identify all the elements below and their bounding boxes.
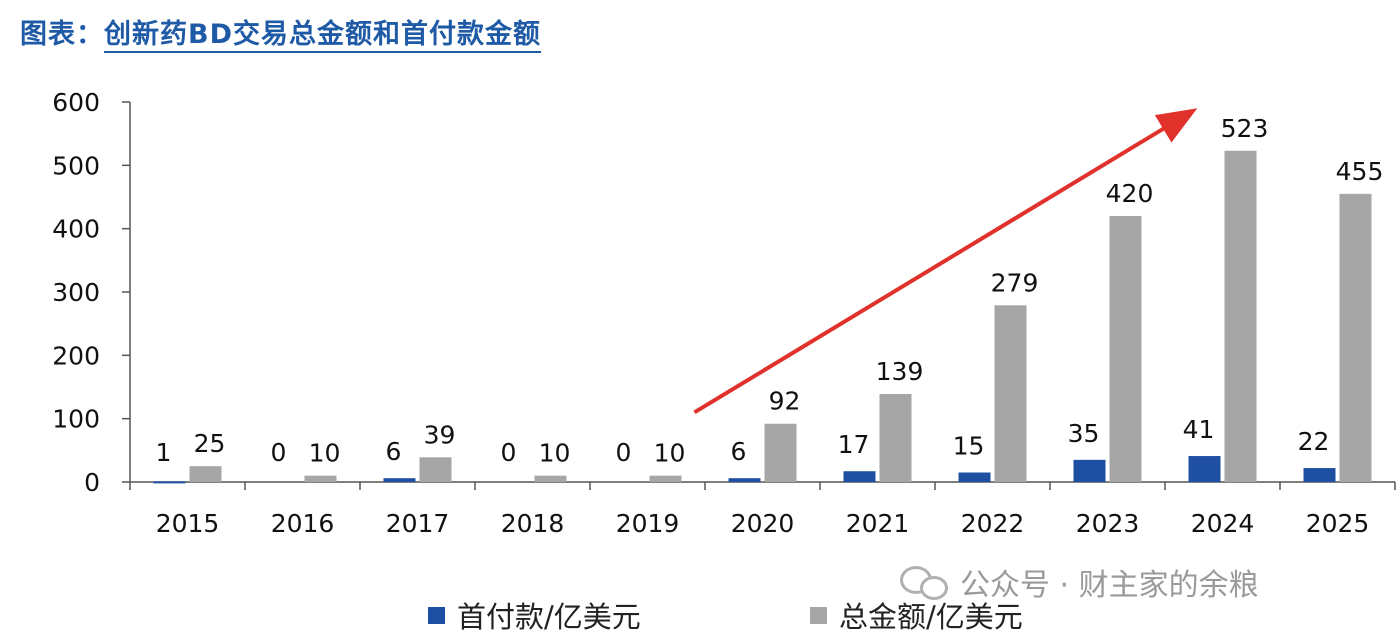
data-label-total: 10 xyxy=(654,439,686,468)
data-label-total: 92 xyxy=(769,387,801,416)
bar-total xyxy=(189,466,222,482)
data-label-total: 10 xyxy=(539,439,571,468)
legend-item-total: 总金额/亿美元 xyxy=(810,594,1023,636)
x-tick-label: 2017 xyxy=(386,509,450,538)
bar-upfront xyxy=(728,478,761,482)
data-label-upfront: 1 xyxy=(156,438,172,467)
y-tick-label: 400 xyxy=(52,215,100,244)
x-tick-label: 2015 xyxy=(156,509,220,538)
bar-total xyxy=(1339,193,1372,483)
data-label-total: 455 xyxy=(1336,157,1384,186)
bar-total xyxy=(649,475,682,482)
data-label-upfront: 0 xyxy=(501,438,517,467)
data-label-upfront: 35 xyxy=(1068,419,1100,448)
x-tick-label: 2024 xyxy=(1191,509,1255,538)
y-tick-label: 500 xyxy=(52,151,100,180)
data-label-upfront: 0 xyxy=(271,438,287,467)
data-label-total: 523 xyxy=(1221,114,1269,143)
y-tick-label: 300 xyxy=(52,278,100,307)
data-label-upfront: 41 xyxy=(1183,415,1215,444)
bar-upfront xyxy=(958,472,991,482)
bar-total xyxy=(1109,216,1142,482)
data-label-total: 10 xyxy=(309,439,341,468)
legend-item-upfront: 首付款/亿美元 xyxy=(428,594,641,636)
legend-swatch-upfront xyxy=(428,606,445,624)
bar-upfront xyxy=(153,481,186,484)
title-prefix: 图表： xyxy=(20,19,104,50)
x-tick-label: 2016 xyxy=(271,509,335,538)
data-label-upfront: 15 xyxy=(953,432,985,461)
legend-swatch-total xyxy=(810,606,827,624)
legend-label-total: 总金额/亿美元 xyxy=(839,600,1023,634)
bar-total xyxy=(879,393,912,482)
x-tick-label: 2025 xyxy=(1306,509,1370,538)
watermark: 公众号 · 财主家的余粮 xyxy=(900,560,1259,604)
data-label-total: 139 xyxy=(876,357,924,386)
bar-upfront xyxy=(1303,468,1336,482)
data-label-upfront: 17 xyxy=(838,430,870,459)
watermark-text: 公众号 · 财主家的余粮 xyxy=(960,568,1259,603)
x-tick-label: 2022 xyxy=(961,509,1025,538)
data-label-total: 420 xyxy=(1106,179,1154,208)
x-tick-label: 2021 xyxy=(846,509,910,538)
title-text: 创新药BD交易总金额和首付款金额 xyxy=(104,19,541,53)
y-tick-label: 0 xyxy=(84,468,100,497)
x-tick-label: 2019 xyxy=(616,509,680,538)
bar-upfront xyxy=(1073,459,1106,482)
y-tick-label: 200 xyxy=(52,341,100,370)
bar-total xyxy=(764,423,797,482)
bar-total xyxy=(994,305,1027,482)
data-label-total: 279 xyxy=(991,268,1039,297)
bar-upfront xyxy=(843,471,876,482)
bar-upfront xyxy=(383,478,416,482)
legend: 首付款/亿美元 总金额/亿美元 xyxy=(0,594,1400,634)
data-label-upfront: 6 xyxy=(386,437,402,466)
data-label-upfront: 0 xyxy=(616,438,632,467)
y-tick-label: 600 xyxy=(52,88,100,117)
bar-upfront xyxy=(1188,456,1221,482)
x-tick-label: 2018 xyxy=(501,509,565,538)
bar-total xyxy=(1224,150,1257,482)
bar-total xyxy=(419,457,452,482)
data-label-upfront: 6 xyxy=(731,437,747,466)
bar-total xyxy=(534,475,567,482)
data-label-upfront: 22 xyxy=(1298,427,1330,456)
data-label-total: 25 xyxy=(194,429,226,458)
x-tick-label: 2020 xyxy=(731,509,795,538)
chart-title: 图表：创新药BD交易总金额和首付款金额 xyxy=(20,12,541,53)
wechat-icon xyxy=(900,564,950,600)
legend-label-upfront: 首付款/亿美元 xyxy=(457,600,641,634)
data-label-total: 39 xyxy=(424,420,456,449)
x-tick-label: 2023 xyxy=(1076,509,1140,538)
y-tick-label: 100 xyxy=(52,405,100,434)
bar-total xyxy=(304,475,337,482)
trend-arrow xyxy=(693,108,1198,415)
